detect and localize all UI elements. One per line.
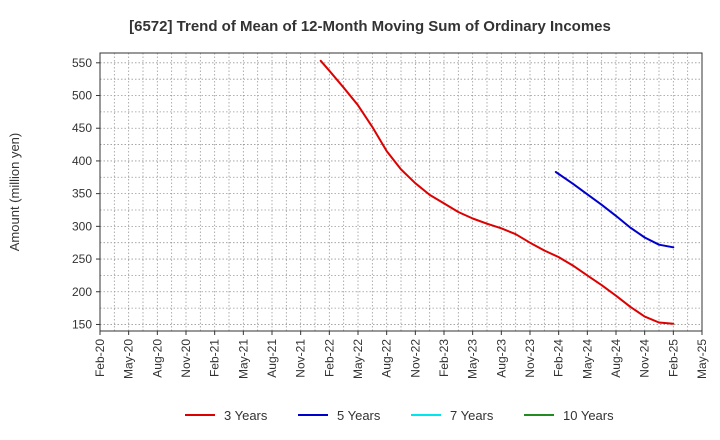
x-tick-label: May-25 — [695, 339, 709, 379]
y-tick-label: 500 — [72, 89, 92, 103]
legend-label-7-years: 7 Years — [450, 408, 494, 423]
grid — [100, 53, 702, 331]
x-tick-label: Nov-20 — [179, 339, 193, 378]
x-tick-label: May-24 — [580, 339, 594, 379]
legend-label-3-years: 3 Years — [224, 408, 268, 423]
x-tick-label: Nov-21 — [294, 339, 308, 378]
y-tick-label: 550 — [72, 56, 92, 70]
legend: 3 Years 5 Years 7 Years 10 Years — [185, 408, 614, 423]
x-tick-label: Feb-23 — [437, 339, 451, 377]
x-tick-label: May-22 — [351, 339, 365, 379]
x-tick-label: Aug-21 — [265, 339, 279, 378]
y-tick-label: 400 — [72, 154, 92, 168]
y-axis-label: Amount (million yen) — [7, 133, 22, 252]
series-line-5-years — [554, 171, 675, 249]
x-tick-label: May-20 — [122, 339, 136, 379]
y-tick-label: 350 — [72, 187, 92, 201]
x-tick-label: Aug-22 — [380, 339, 394, 378]
legend-label-5-years: 5 Years — [337, 408, 381, 423]
x-tick-label: Aug-23 — [494, 339, 508, 378]
chart-title: [6572] Trend of Mean of 12-Month Moving … — [129, 18, 611, 35]
x-tick-label: Feb-21 — [208, 339, 222, 377]
legend-label-10-years: 10 Years — [563, 408, 614, 423]
series-group — [319, 59, 675, 325]
series-line-3-years — [319, 59, 675, 325]
x-tick-label: Nov-24 — [638, 339, 652, 378]
y-tick-label: 250 — [72, 252, 92, 266]
plot-area — [99, 52, 703, 332]
x-axis: Feb-20 May-20 Aug-20 Nov-20 Feb-21 May-21 Aug-… — [93, 331, 709, 379]
x-tick-label: Aug-20 — [150, 339, 164, 378]
x-tick-label: Feb-25 — [666, 339, 680, 377]
x-tick-label: Feb-22 — [322, 339, 336, 377]
x-tick-label: Nov-23 — [523, 339, 537, 378]
y-tick-label: 450 — [72, 121, 92, 135]
x-tick-label: May-21 — [236, 339, 250, 379]
y-tick-label: 300 — [72, 219, 92, 233]
x-tick-label: May-23 — [466, 339, 480, 379]
y-tick-label: 150 — [72, 317, 92, 331]
y-tick-label: 200 — [72, 285, 92, 299]
x-tick-label: Feb-20 — [93, 339, 107, 377]
y-axis: 150 200 250 300 350 400 450 500 550 — [72, 56, 100, 331]
x-tick-label: Nov-22 — [408, 339, 422, 378]
x-tick-label: Feb-24 — [552, 339, 566, 377]
x-tick-label: Aug-24 — [609, 339, 623, 378]
